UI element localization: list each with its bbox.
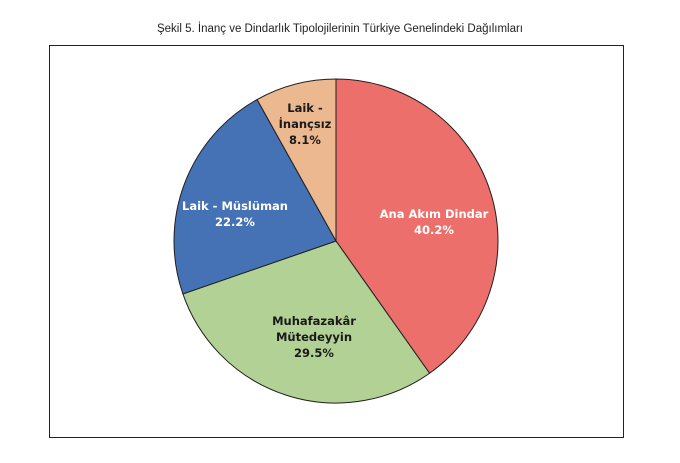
chart-title: Şekil 5. İnanç ve Dindarlık Tipolojileri… bbox=[156, 23, 524, 35]
chart-frame bbox=[49, 45, 624, 438]
slice-label: Muhafazakâr Mütedeyyin 29.5% bbox=[272, 314, 356, 360]
pie-slice bbox=[182, 240, 431, 404]
slice-label: Ana Akım Dindar 40.2% bbox=[380, 207, 489, 237]
slice-label: Laik - Müslüman 22.2% bbox=[182, 199, 288, 229]
slice-label: Laik -İnançsız 8.1% bbox=[279, 101, 332, 147]
pie-slice bbox=[256, 78, 337, 243]
pie-slice bbox=[173, 98, 337, 295]
pie-slice bbox=[335, 78, 499, 374]
